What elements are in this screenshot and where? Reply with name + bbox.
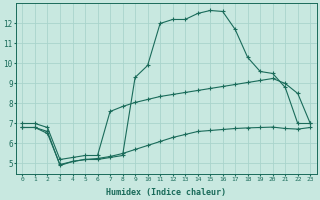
X-axis label: Humidex (Indice chaleur): Humidex (Indice chaleur) [106, 188, 226, 197]
